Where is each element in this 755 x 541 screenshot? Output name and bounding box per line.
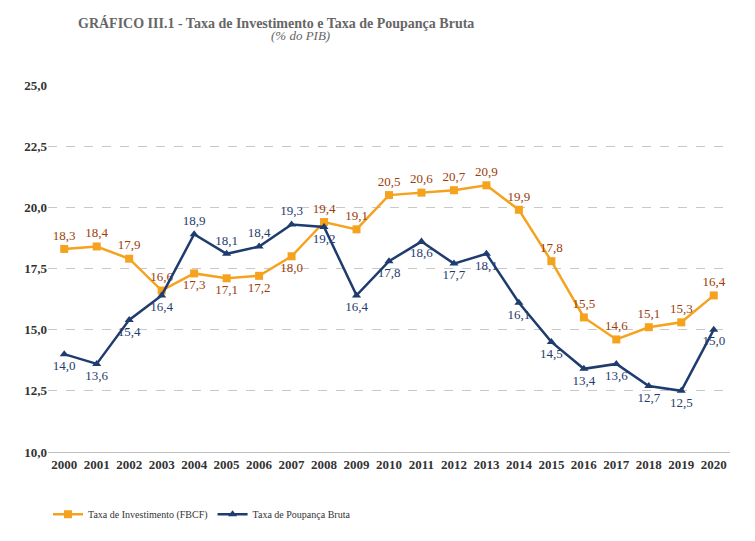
svg-text:16,6: 16,6 — [150, 269, 173, 284]
svg-text:19,3: 19,3 — [280, 203, 303, 218]
svg-text:2004: 2004 — [181, 457, 208, 472]
svg-text:2017: 2017 — [603, 457, 630, 472]
svg-text:14,6: 14,6 — [605, 318, 628, 333]
svg-text:17,1: 17,1 — [215, 282, 238, 297]
svg-text:12,5: 12,5 — [24, 383, 47, 398]
svg-text:19,4: 19,4 — [313, 201, 336, 216]
svg-text:2010: 2010 — [376, 457, 402, 472]
svg-text:2012: 2012 — [441, 457, 467, 472]
svg-text:13,6: 13,6 — [605, 368, 628, 383]
svg-text:2014: 2014 — [506, 457, 533, 472]
svg-text:16,4: 16,4 — [345, 299, 368, 314]
svg-text:14,5: 14,5 — [540, 346, 563, 361]
svg-text:10,0: 10,0 — [24, 445, 47, 460]
svg-text:20,9: 20,9 — [475, 164, 498, 179]
svg-text:2019: 2019 — [668, 457, 695, 472]
svg-text:2013: 2013 — [473, 457, 500, 472]
svg-text:17,5: 17,5 — [24, 261, 47, 276]
svg-text:18,3: 18,3 — [53, 228, 76, 243]
svg-text:20,6: 20,6 — [410, 171, 433, 186]
svg-text:2015: 2015 — [538, 457, 565, 472]
svg-text:15,0: 15,0 — [702, 333, 725, 348]
svg-text:15,1: 15,1 — [637, 306, 660, 321]
svg-text:20,7: 20,7 — [443, 169, 466, 184]
svg-text:17,3: 17,3 — [183, 277, 206, 292]
svg-text:2005: 2005 — [214, 457, 241, 472]
svg-text:13,6: 13,6 — [85, 368, 108, 383]
svg-text:2001: 2001 — [84, 457, 110, 472]
svg-text:15,4: 15,4 — [118, 324, 141, 339]
svg-text:19,1: 19,1 — [345, 208, 368, 223]
svg-text:16,1: 16,1 — [508, 307, 531, 322]
svg-text:19,9: 19,9 — [508, 189, 531, 204]
svg-text:17,8: 17,8 — [378, 265, 401, 280]
svg-text:20,0: 20,0 — [24, 200, 47, 215]
svg-text:15,5: 15,5 — [572, 296, 595, 311]
svg-text:13,4: 13,4 — [572, 373, 595, 388]
svg-text:22,5: 22,5 — [24, 139, 47, 154]
svg-text:16,4: 16,4 — [702, 274, 725, 289]
svg-text:19,2: 19,2 — [313, 231, 336, 246]
svg-text:2020: 2020 — [701, 457, 727, 472]
svg-text:18,0: 18,0 — [280, 260, 303, 275]
svg-text:18,1: 18,1 — [475, 258, 498, 273]
svg-text:18,4: 18,4 — [248, 225, 271, 240]
svg-text:18,6: 18,6 — [410, 245, 433, 260]
svg-text:2016: 2016 — [571, 457, 598, 472]
svg-text:2011: 2011 — [409, 457, 434, 472]
svg-text:12,7: 12,7 — [637, 390, 660, 405]
svg-text:Taxa de Poupança Bruta: Taxa de Poupança Bruta — [253, 509, 351, 520]
svg-text:Taxa de Investimento (FBCF): Taxa de Investimento (FBCF) — [88, 509, 208, 521]
svg-text:2007: 2007 — [279, 457, 306, 472]
svg-text:18,4: 18,4 — [85, 225, 108, 240]
svg-text:15,0: 15,0 — [24, 322, 47, 337]
svg-text:2008: 2008 — [311, 457, 338, 472]
svg-text:GRÁFICO III.1 - Taxa de Invest: GRÁFICO III.1 - Taxa de Investimento e T… — [78, 15, 474, 31]
svg-text:17,7: 17,7 — [443, 267, 466, 282]
svg-text:2000: 2000 — [51, 457, 77, 472]
svg-text:(% do PIB): (% do PIB) — [271, 28, 330, 43]
svg-text:2006: 2006 — [246, 457, 273, 472]
svg-text:20,5: 20,5 — [378, 174, 401, 189]
svg-text:18,9: 18,9 — [183, 213, 206, 228]
svg-text:17,9: 17,9 — [118, 237, 141, 252]
svg-text:12,5: 12,5 — [670, 395, 693, 410]
svg-text:25,0: 25,0 — [24, 78, 47, 93]
svg-text:2009: 2009 — [344, 457, 371, 472]
svg-text:2002: 2002 — [116, 457, 142, 472]
svg-text:14,0: 14,0 — [53, 358, 76, 373]
svg-text:17,8: 17,8 — [540, 240, 563, 255]
svg-text:15,3: 15,3 — [670, 301, 693, 316]
svg-text:2018: 2018 — [636, 457, 663, 472]
svg-text:18,1: 18,1 — [215, 233, 238, 248]
svg-text:16,4: 16,4 — [150, 299, 173, 314]
svg-text:17,2: 17,2 — [248, 280, 271, 295]
svg-text:2003: 2003 — [149, 457, 176, 472]
